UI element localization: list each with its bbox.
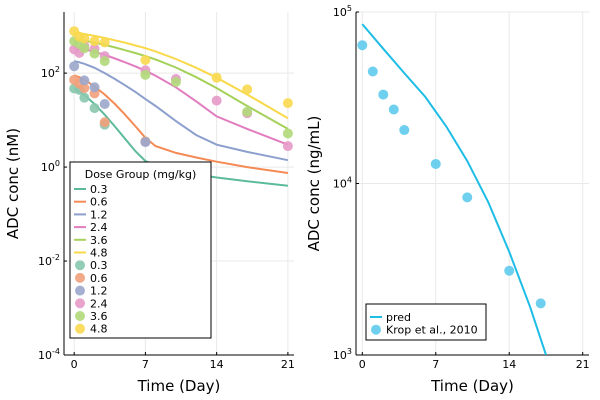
data-point: [140, 137, 151, 148]
data-point: [79, 33, 90, 44]
legend-label: Krop et al., 2010: [386, 324, 478, 337]
legend-box: [69, 161, 212, 339]
legend-label: pred: [386, 311, 411, 324]
data-point: [99, 117, 110, 128]
data-point: [79, 92, 90, 103]
data-point: [242, 106, 253, 117]
plot-area: [357, 23, 547, 355]
y-axis-title: ADC conc (nM): [4, 128, 22, 239]
x-tick-label: 7: [142, 358, 149, 371]
data-point: [535, 298, 546, 309]
series-line: [361, 23, 547, 355]
data-point: [79, 43, 90, 54]
data-point: [89, 48, 100, 59]
y-tick-label: 103: [333, 347, 352, 362]
data-point: [504, 265, 515, 276]
data-point: [462, 192, 473, 203]
x-tick-label: 21: [281, 358, 295, 371]
data-point: [430, 158, 441, 169]
data-point: [89, 82, 100, 93]
left-panel: 0 7 14 21 10-4 10-2 100 102 Time (Day) ADC conc (…: [4, 12, 295, 395]
y-axis-title: ADC conc (ng/mL): [305, 116, 323, 252]
y-tick-label: 100: [41, 159, 60, 174]
data-point: [242, 84, 253, 95]
legend-point-swatch: [75, 298, 85, 309]
legend-point-swatch: [75, 260, 85, 271]
data-point: [282, 141, 293, 152]
legend-label: 0.6: [90, 272, 108, 285]
data-point: [99, 37, 110, 48]
right-panel: 0 7 14 21 103 104 105 Time (Day) ADC conc (ng/mL…: [305, 4, 590, 395]
data-point: [282, 128, 293, 139]
data-point: [99, 99, 110, 110]
y-tick-label: 104: [333, 176, 352, 191]
legend-point-swatch: [75, 311, 85, 321]
data-point: [140, 69, 151, 80]
legend-label: 2.4: [90, 221, 108, 234]
data-point: [89, 36, 100, 47]
x-tick-label: 0: [71, 358, 78, 371]
legend-label: 4.8: [90, 323, 108, 336]
legend-point-swatch: [371, 324, 381, 335]
series-line: [74, 31, 289, 120]
data-point: [79, 83, 90, 94]
data-point: [140, 55, 151, 66]
data-point: [367, 66, 378, 77]
legend-point-swatch: [75, 272, 85, 283]
legend: Dose Group (mg/kg)0.30.61.22.43.64.80.30…: [69, 161, 212, 339]
data-point: [211, 95, 222, 106]
y-tick-label: 10-4: [38, 347, 60, 362]
x-axis-title: Time (Day): [137, 377, 221, 395]
x-tick-label: 14: [210, 358, 224, 371]
data-point: [388, 104, 399, 115]
data-point: [378, 89, 389, 100]
x-axis-title: Time (Day): [430, 377, 514, 395]
x-tick-label: 14: [502, 358, 516, 371]
legend-label: 2.4: [90, 297, 108, 310]
legend-label: 0.6: [90, 196, 108, 209]
data-point: [69, 61, 80, 72]
data-point: [79, 75, 90, 86]
y-tick-label: 105: [333, 4, 352, 19]
data-point: [357, 40, 368, 51]
legend-label: 1.2: [90, 208, 108, 221]
data-point: [99, 56, 110, 67]
legend-label: 4.8: [90, 247, 108, 260]
legend-label: 0.3: [90, 259, 108, 272]
x-tick-label: 7: [432, 358, 439, 371]
legend-title: Dose Group (mg/kg): [85, 168, 197, 181]
legend-box: [365, 303, 487, 341]
legend-label: 3.6: [90, 234, 108, 247]
data-point: [170, 76, 181, 87]
data-point: [211, 72, 222, 83]
series-line: [73, 60, 289, 162]
data-point: [282, 98, 293, 109]
x-tick-label: 21: [576, 358, 590, 371]
legend-label: 0.3: [90, 183, 108, 196]
legend-point-swatch: [75, 285, 85, 296]
legend-label: 1.2: [90, 285, 108, 298]
y-tick-label: 10-2: [38, 253, 60, 268]
legend-label: 3.6: [90, 310, 108, 323]
x-tick-label: 0: [359, 358, 366, 371]
data-point: [89, 103, 100, 114]
y-tick-label: 102: [41, 65, 60, 80]
legend-point-swatch: [75, 323, 85, 334]
data-point: [399, 125, 410, 136]
plot-area: [69, 26, 293, 187]
